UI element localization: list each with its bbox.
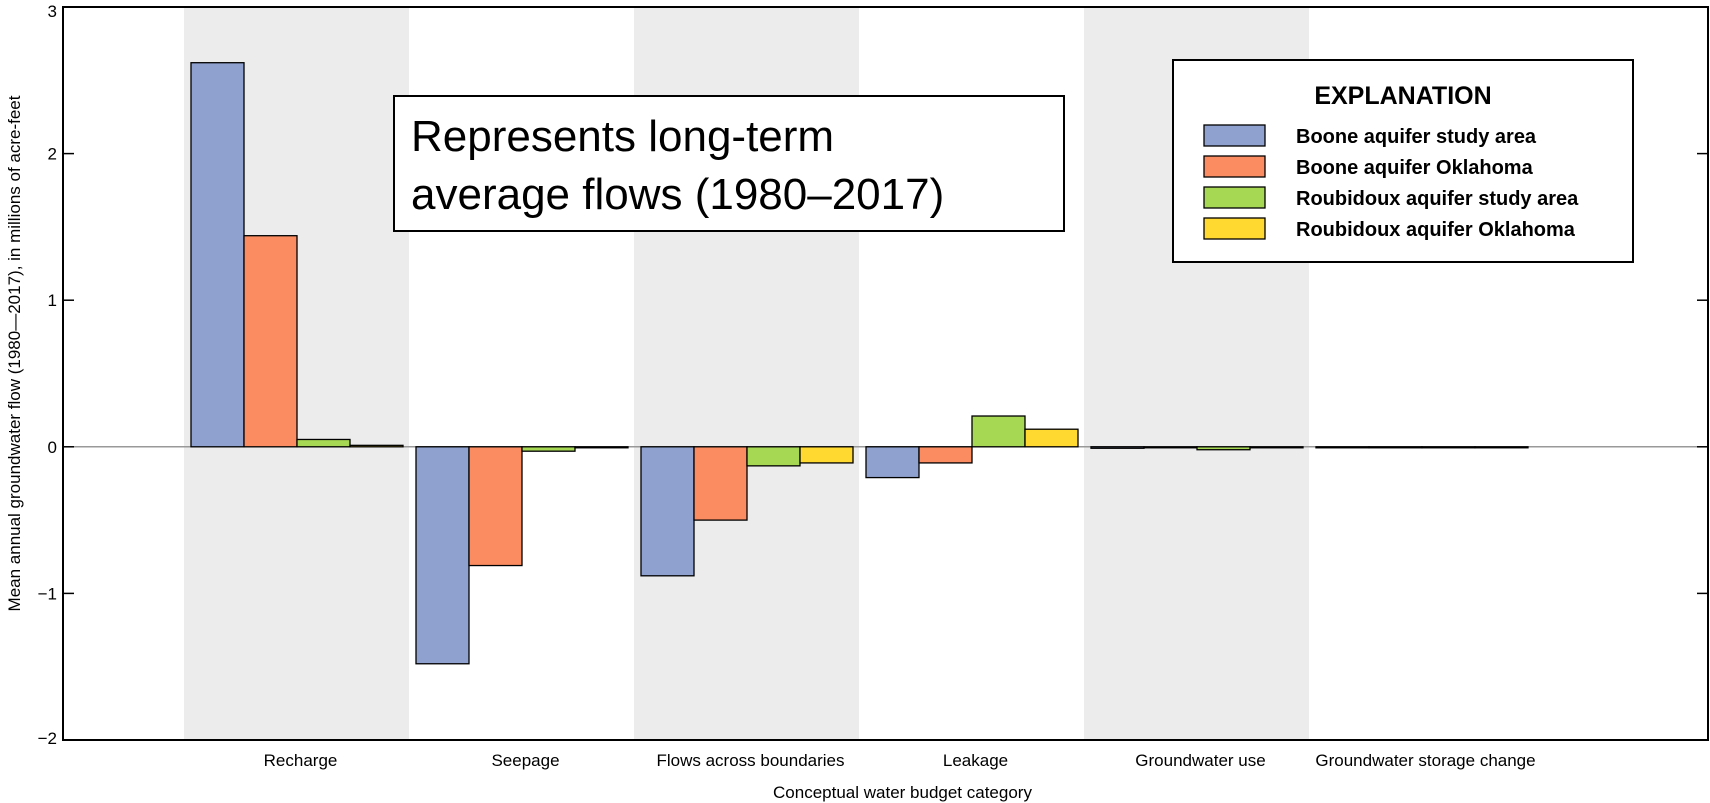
y-axis-title: Mean annual groundwater flow (1980—2017)… xyxy=(5,95,24,611)
legend-swatch xyxy=(1203,155,1266,178)
annotation-line-1: Represents long-term xyxy=(411,112,834,161)
bars xyxy=(190,62,1529,665)
legend-label: Roubidoux aquifer study area xyxy=(1296,188,1579,210)
bar xyxy=(521,446,576,452)
bar xyxy=(190,62,245,448)
bar xyxy=(1249,446,1304,449)
bar xyxy=(1143,446,1198,449)
legend-title: EXPLANATION xyxy=(1314,82,1491,110)
bar xyxy=(468,446,523,567)
y-tick-label: 3 xyxy=(48,2,57,21)
bar xyxy=(349,444,404,448)
x-category-label: Groundwater use xyxy=(1135,751,1265,770)
bar xyxy=(918,446,973,464)
bar xyxy=(296,438,351,448)
legend-items: Boone aquifer study area Boone aquifer Ok… xyxy=(1203,124,1579,241)
y-tick-label: 2 xyxy=(48,145,57,164)
annotation-line-2: average flows (1980–2017) xyxy=(411,170,944,219)
x-category-label: Groundwater storage change xyxy=(1315,751,1535,770)
x-category-label: Recharge xyxy=(264,751,338,770)
legend-label: Roubidoux aquifer Oklahoma xyxy=(1296,219,1576,241)
x-category-label: Leakage xyxy=(943,751,1008,770)
bar xyxy=(574,446,629,449)
x-axis-category-labels: Recharge Seepage Flows across boundaries Le… xyxy=(264,751,1536,770)
bar xyxy=(693,446,748,521)
legend-label: Boone aquifer Oklahoma xyxy=(1296,157,1534,179)
legend-label: Boone aquifer study area xyxy=(1296,126,1537,148)
annotation-box: Represents long-term average flows (1980… xyxy=(393,95,1065,232)
bar xyxy=(415,446,470,665)
bar xyxy=(1196,446,1251,451)
plot-frame xyxy=(62,6,1709,741)
legend-swatch xyxy=(1203,124,1266,147)
y-axis-ticks: 3 2 1 0 −1 −2 xyxy=(38,2,1708,748)
y-tick-label: 1 xyxy=(48,291,57,310)
bar xyxy=(1474,446,1529,449)
bar xyxy=(799,446,854,464)
legend-swatch xyxy=(1203,186,1266,209)
legend: EXPLANATION Boone aquifer study areaBoon… xyxy=(1172,59,1634,263)
x-category-label: Seepage xyxy=(491,751,559,770)
x-category-label: Flows across boundaries xyxy=(656,751,844,770)
bar xyxy=(1024,428,1079,448)
bar xyxy=(971,415,1026,448)
bar xyxy=(640,446,695,577)
x-axis-title: Conceptual water budget category xyxy=(773,783,1032,802)
bar xyxy=(1090,446,1145,449)
bar xyxy=(1368,446,1423,449)
bar xyxy=(865,446,920,479)
bar xyxy=(1421,446,1476,449)
y-tick-label: −2 xyxy=(38,729,57,748)
y-tick-label: −1 xyxy=(38,584,57,603)
bar xyxy=(1315,446,1370,449)
bar xyxy=(746,446,801,467)
legend-swatch xyxy=(1203,217,1266,240)
y-tick-label: 0 xyxy=(48,438,57,457)
bar xyxy=(243,235,298,448)
